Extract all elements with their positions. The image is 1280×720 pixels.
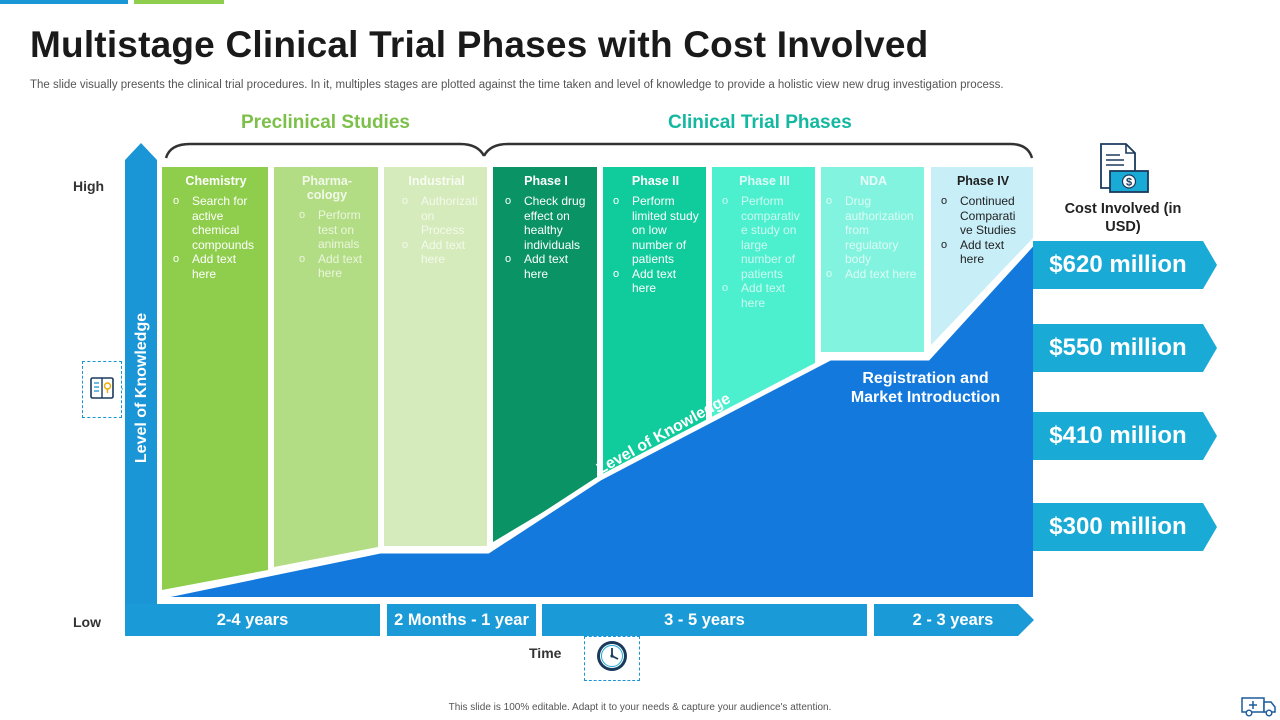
phase-bullet: Add text here xyxy=(722,281,809,310)
axis-low-label: Low xyxy=(73,614,101,630)
phase-bullets: Check drug effect on healthy individuals… xyxy=(501,194,591,281)
cost-tag-4: $300 million xyxy=(1049,513,1187,540)
cost-tag-shape xyxy=(1033,241,1217,289)
phase-bullet: Add text here xyxy=(613,267,700,296)
clock-icon-box xyxy=(584,636,640,681)
clock-icon xyxy=(597,641,627,671)
phase-bullet: Add text here xyxy=(402,238,481,267)
phase-bullets: Continued Comparati ve Studies Add text … xyxy=(939,194,1027,267)
phase-bullet: Add text here xyxy=(505,252,591,281)
phase-bullet: Search for active chemical compounds xyxy=(173,194,262,252)
phase-bullet: Add text here xyxy=(941,238,1027,267)
phase-title: Phase I xyxy=(524,174,568,188)
phase-column-industrial: Industrial Authorizati on Process Add te… xyxy=(384,167,487,267)
top-accent-green xyxy=(134,0,224,4)
phase-bullets: Authorizati on Process Add text here xyxy=(392,194,481,267)
phase-column-nda: NDA Drug authorization from regulatory b… xyxy=(821,167,924,281)
brace-preclinical xyxy=(164,142,486,159)
cost-tag-3: $410 million xyxy=(1049,422,1187,449)
phase-bullet: Perform test on animals xyxy=(299,208,372,252)
phase-column-phase-1: Phase I Check drug effect on healthy ind… xyxy=(493,167,597,281)
phase-title: NDA xyxy=(859,174,888,188)
knowledge-area xyxy=(158,243,1033,597)
phase-bullet: Check drug effect on healthy individuals xyxy=(505,194,591,252)
phase-column-phase-3: Phase III Perform comparativ e study on … xyxy=(712,167,815,310)
book-icon xyxy=(90,377,114,399)
group-label-clinical: Clinical Trial Phases xyxy=(668,112,852,133)
svg-text:$: $ xyxy=(1126,177,1132,189)
cost-tag-2: $550 million xyxy=(1049,334,1187,361)
phase-bullet: Perform comparativ e study on large numb… xyxy=(722,194,809,281)
phase-title: Pharma-cology xyxy=(301,174,353,202)
top-accent-blue xyxy=(0,0,128,4)
time-segment-2: 2 Months - 1 year xyxy=(387,604,536,636)
book-icon-box xyxy=(82,361,122,418)
cost-title: Cost Involved (in USD) xyxy=(1064,201,1182,235)
y-axis-label: Level of Knowledge xyxy=(133,312,150,464)
phase-bullet: Authorizati on Process xyxy=(402,194,481,238)
ambulance-icon xyxy=(1241,697,1276,717)
cost-tag-shape xyxy=(1033,503,1217,551)
phase-column-phase-4: Phase IV Continued Comparati ve Studies … xyxy=(931,167,1033,267)
phase-bullets: Perform test on animals Add text here xyxy=(282,208,372,281)
footer-note: This slide is 100% editable. Adapt it to… xyxy=(448,702,832,713)
phase-bullets: Perform limited study on low number of p… xyxy=(611,194,700,296)
cost-tag-1: $620 million xyxy=(1049,251,1187,278)
phase-title: Phase II xyxy=(631,174,680,188)
cost-tag-shape xyxy=(1033,324,1217,372)
phase-bullet: Perform limited study on low number of p… xyxy=(613,194,700,267)
knowledge-area-edge xyxy=(157,241,1035,600)
x-axis-label: Time xyxy=(529,645,562,661)
phase-bullet: Add text here xyxy=(299,252,372,281)
cost-tag-shape xyxy=(1033,412,1217,460)
phase-title: Phase IV xyxy=(956,174,1010,188)
phase-bullet: Add text here xyxy=(173,252,262,281)
phase-bullet: Drug authorization from regulatory body xyxy=(826,194,918,267)
axis-high-label: High xyxy=(73,178,105,194)
time-segment-3: 3 - 5 years xyxy=(542,604,867,636)
page-subtitle: The slide visually presents the clinical… xyxy=(30,79,1004,91)
phase-title: Phase III xyxy=(739,174,790,188)
registration-label: Registration and Market Introduction xyxy=(850,370,1001,406)
phase-column-phase-2: Phase II Perform limited study on low nu… xyxy=(603,167,706,296)
brace-clinical xyxy=(482,142,1034,159)
knowledge-axis-arrow xyxy=(125,143,157,635)
group-label-preclinical: Preclinical Studies xyxy=(241,112,410,133)
phase-bullets: Drug authorization from regulatory body … xyxy=(826,194,918,282)
page-title: Multistage Clinical Trial Phases with Co… xyxy=(30,24,929,65)
invoice-dollar-icon: $ xyxy=(1100,143,1149,193)
phase-title: Industrial xyxy=(408,174,465,188)
phase-title: Chemistry xyxy=(185,174,247,188)
phase-bullets: Search for active chemical compounds Add… xyxy=(170,194,262,281)
phase-column-chemistry: Chemistry Search for active chemical com… xyxy=(162,167,268,281)
time-segment-arrow xyxy=(874,604,1034,636)
phase-bullet: Continued Comparati ve Studies xyxy=(941,194,1027,238)
phase-bullet: Add text here xyxy=(826,267,918,282)
phase-bullets: Perform comparativ e study on large numb… xyxy=(720,194,809,310)
time-segment-1: 2-4 years xyxy=(125,604,380,636)
time-segment-4: 2 - 3 years xyxy=(912,610,994,629)
phase-column-pharmacology: Pharma-cology Perform test on animals Ad… xyxy=(274,167,378,281)
